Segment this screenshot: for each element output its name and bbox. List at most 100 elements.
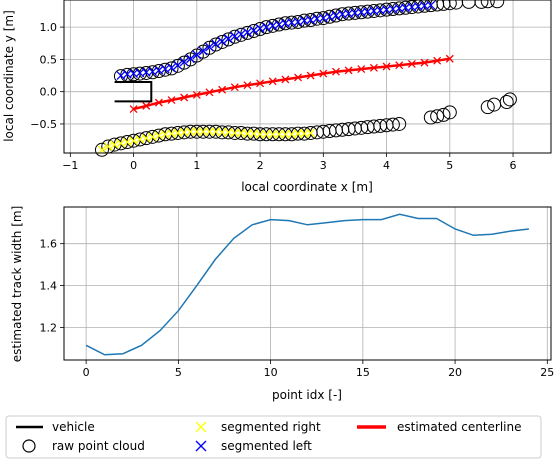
- segmented-right-point: [293, 129, 303, 139]
- segmented-left-point: [426, 0, 436, 10]
- raw-point: [430, 109, 445, 124]
- y-tick-label: 1.2: [40, 322, 58, 335]
- segmented-right-point: [268, 129, 278, 139]
- raw-point: [461, 0, 476, 9]
- centerline-point: [154, 98, 163, 107]
- x-tick-label: 6: [510, 159, 517, 172]
- centerline-point: [205, 88, 214, 97]
- centerline-point: [382, 62, 391, 71]
- centerline-point: [281, 75, 290, 84]
- x-tick-label: 2: [257, 159, 264, 172]
- centerline-point: [357, 65, 366, 74]
- segmented-left-point: [205, 42, 214, 52]
- top-segmented-left: [116, 0, 436, 80]
- bottom-plot-frame: [63, 206, 552, 361]
- legend-x-yellow: [195, 421, 207, 433]
- centerline-point: [256, 79, 265, 88]
- segmented-left-point: [179, 57, 189, 67]
- top-segmented-right: [97, 127, 316, 155]
- segmented-left-point: [236, 29, 246, 39]
- segmented-right-point: [255, 129, 265, 139]
- centerline-point: [395, 61, 404, 70]
- top-plot-frame: [63, 0, 552, 154]
- centerline-point: [142, 101, 151, 110]
- segmented-left-point: [223, 34, 233, 44]
- y-tick-label: 0.5: [40, 53, 58, 66]
- centerline-point: [230, 83, 239, 92]
- raw-point: [480, 100, 495, 115]
- raw-point: [442, 105, 457, 120]
- x-tick-label: 1: [193, 159, 200, 172]
- top-x-ticks: −1 0 1 2 3 4 5 6: [62, 153, 517, 172]
- centerline-point: [433, 56, 442, 65]
- x-tick-label: 0: [83, 366, 90, 379]
- top-x-axis-label: local coordinate x [m]: [241, 180, 373, 194]
- segmented-right-point: [280, 129, 290, 139]
- top-y-axis-label: local coordinate y [m]: [2, 10, 16, 142]
- bottom-chart: 0 5 10 15 20 25 1.2 1.4 1.6 point idx [-] estim…: [10, 206, 554, 402]
- legend-estimated-centerline-label: estimated centerline: [397, 420, 522, 434]
- legend-x-blue: [195, 440, 207, 452]
- bottom-y-ticks: 1.2 1.4 1.6: [40, 238, 64, 335]
- raw-point: [240, 25, 255, 40]
- top-chart: −1 0 1 2 3 4 5 6 −0.5 0.0 0.5 1.0 local coordinate…: [2, 0, 552, 194]
- segmented-right-point: [217, 127, 227, 137]
- y-tick-label: 0.0: [40, 86, 58, 99]
- raw-point: [246, 23, 261, 38]
- legend-raw-point-cloud-swatch: [22, 439, 36, 453]
- x-tick-label: 25: [540, 366, 554, 379]
- segmented-left-point: [249, 25, 259, 35]
- segmented-right-point: [97, 145, 107, 155]
- top-vehicle: [114, 81, 153, 103]
- segmented-right-point: [103, 142, 113, 152]
- segmented-right-point: [198, 127, 208, 137]
- legend-segmented-right-swatch: [195, 421, 207, 433]
- y-tick-label: 1.6: [40, 238, 58, 251]
- x-tick-label: 4: [383, 159, 390, 172]
- bottom-x-axis-label: point idx [-]: [272, 388, 342, 402]
- centerline-point: [332, 67, 340, 76]
- x-tick-label: 3: [320, 159, 327, 172]
- raw-point: [215, 34, 230, 49]
- segmented-left-point: [198, 46, 208, 56]
- centerline-point: [167, 96, 176, 105]
- track-width-line: [85, 213, 529, 356]
- top-estimated-centerline: [129, 54, 454, 114]
- legend-segmented-left-swatch: [195, 440, 207, 452]
- x-tick-label: −1: [62, 159, 78, 172]
- centerline-path: [133, 57, 450, 111]
- segmented-left-point: [217, 36, 227, 46]
- segmented-right-point: [306, 128, 316, 138]
- legend-segmented-right-label: segmented right: [221, 420, 321, 434]
- x-tick-label: 20: [448, 366, 462, 379]
- segmented-right-point: [242, 129, 252, 139]
- centerline-point: [129, 105, 138, 114]
- segmented-left-point: [230, 31, 240, 41]
- y-tick-label: −0.5: [30, 118, 57, 131]
- legend-segmented-left-label: segmented left: [221, 439, 312, 453]
- centerline-point: [218, 85, 227, 94]
- centerline-point: [369, 63, 378, 72]
- raw-point: [442, 0, 457, 11]
- segmented-right-point: [186, 127, 195, 137]
- x-tick-label: 0: [130, 159, 137, 172]
- raw-point: [227, 29, 242, 44]
- top-y-ticks: −0.5 0.0 0.5 1.0: [30, 21, 64, 131]
- legend-vehicle-label: vehicle: [52, 420, 95, 434]
- raw-point: [177, 55, 192, 70]
- raw-point: [94, 142, 109, 157]
- segmented-left-point: [186, 54, 195, 64]
- centerline-point: [407, 59, 416, 68]
- top-grid: [64, 0, 551, 153]
- raw-point: [502, 92, 517, 107]
- raw-point: [490, 0, 505, 9]
- vehicle-outline: [114, 81, 153, 103]
- centerline-point: [344, 66, 353, 75]
- bottom-grid: [64, 207, 551, 360]
- segmented-right-point: [230, 128, 240, 138]
- raw-point: [202, 40, 217, 55]
- centerline-point: [306, 71, 315, 80]
- x-tick-label: 15: [356, 366, 370, 379]
- legend: vehicle raw point cloud segmented right …: [5, 415, 542, 459]
